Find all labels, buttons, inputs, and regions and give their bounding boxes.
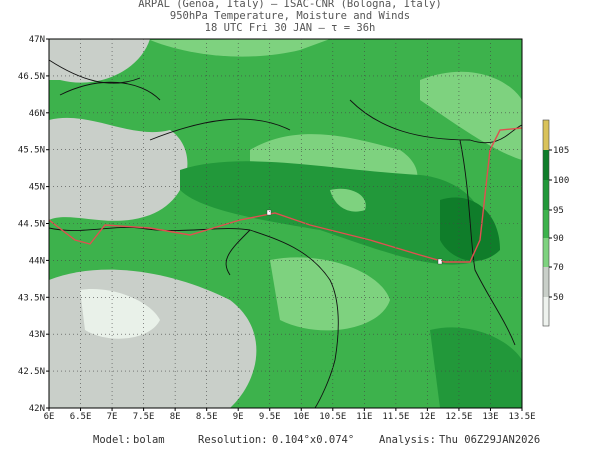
title-line: 950hPa Temperature, Moisture and Winds [170, 10, 410, 22]
lat-label: 42N [29, 404, 45, 414]
colorbar-label: 70 [553, 263, 564, 273]
colorbar-label: 95 [553, 206, 564, 216]
lon-label: 9E [233, 412, 244, 422]
footer-value: Thu 06Z29JAN2026 [439, 434, 540, 446]
lon-label: 6E [44, 412, 55, 422]
footer-value: 0.104°x0.074° [272, 434, 354, 446]
footer-label: Model: [93, 434, 131, 446]
colorbar-label: 90 [553, 234, 564, 244]
footer-label: Analysis: [379, 434, 436, 446]
lat-label: 46.5N [18, 72, 45, 82]
lat-label: 45N [29, 183, 45, 193]
lon-label: 10E [293, 412, 309, 422]
lon-label: 9.5E [259, 412, 281, 422]
colorbar-label: 100 [553, 176, 569, 186]
lat-label: 44.5N [18, 220, 45, 230]
lat-label: 42.5N [18, 367, 45, 377]
map [48, 38, 523, 409]
lat-label: 44N [29, 256, 45, 266]
footer-label: Resolution: [198, 434, 268, 446]
lon-label: 13.5E [508, 412, 535, 422]
lat-label: 43N [29, 330, 45, 340]
lon-label: 7.5E [133, 412, 155, 422]
lon-label: 8E [170, 412, 181, 422]
lon-label: 10.5E [319, 412, 346, 422]
lat-label: 45.5N [18, 146, 45, 156]
title-line: ARPAL (Genoa, Italy) — ISAC-CNR (Bologna… [138, 0, 441, 10]
title-line: 18 UTC Fri 30 JAN — τ = 36h [205, 22, 376, 34]
lon-label: 12.5E [445, 412, 472, 422]
lon-label: 12E [419, 412, 435, 422]
lat-label: 47N [29, 35, 45, 45]
lat-label: 46N [29, 109, 45, 119]
footer-value: bolam [133, 434, 165, 446]
colorbar-label: 50 [553, 293, 564, 303]
lon-label: 11E [356, 412, 372, 422]
lon-label: 13E [482, 412, 498, 422]
colorbar-label: 105 [553, 146, 569, 156]
colorbar [542, 119, 550, 327]
lon-label: 6.5E [70, 412, 92, 422]
lon-label: 7E [107, 412, 118, 422]
lon-label: 8.5E [196, 412, 218, 422]
lon-label: 11.5E [382, 412, 409, 422]
lat-label: 43.5N [18, 293, 45, 303]
